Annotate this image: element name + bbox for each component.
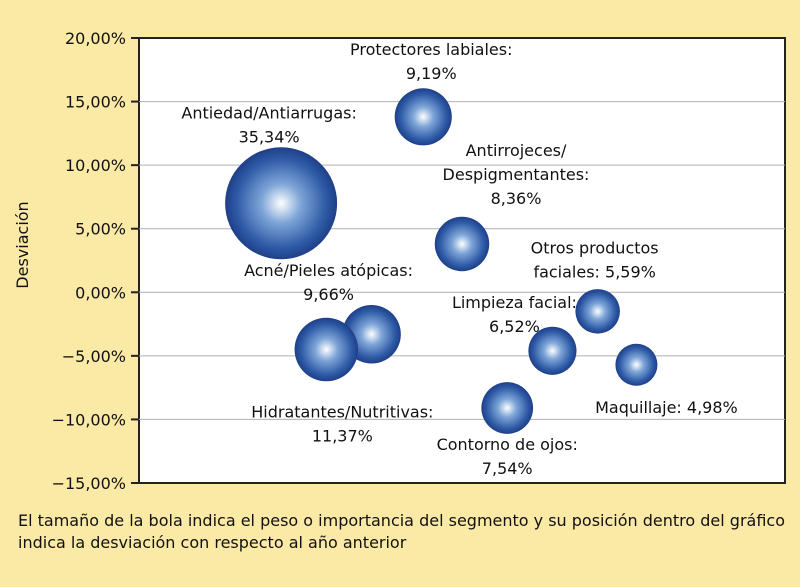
bubble-label: Acné/Pieles atópicas: [244,261,413,280]
bubble-label: 8,36% [491,189,542,208]
y-tick-label: 5,00% [75,220,126,239]
bubble-label: 6,52% [489,317,540,336]
bubble [481,382,534,434]
bubbles [225,88,658,434]
bubble-label: 7,54% [482,459,533,478]
y-axis-label: Desviación [13,201,32,288]
bubble [434,216,490,272]
bubble [294,317,359,382]
y-tick-label: −15,00% [52,474,126,493]
bubble-label: 9,66% [303,285,354,304]
bubble [225,147,338,260]
bubble-label: Limpieza facial: [452,293,577,312]
bubble-label: 35,34% [239,127,300,146]
y-tick-label: 0,00% [75,283,126,302]
bubble [575,289,620,334]
bubble-label: Otros productos [531,238,659,257]
bubble-label: Antiedad/Antiarrugas: [181,103,356,122]
y-axis-ticks: 20,00% 15,00% 10,00% 5,00% 0,00% −5,00% −10,00… [52,29,139,493]
bubble-label: Contorno de ojos: [437,435,578,454]
bubble-label: 9,19% [406,64,457,83]
bubble [528,326,577,375]
y-tick-label: 10,00% [65,156,126,175]
y-tick-label: 20,00% [65,29,126,48]
y-tick-label: −10,00% [52,410,126,429]
bubble-label: 11,37% [312,427,373,446]
bubble-chart: 20,00% 15,00% 10,00% 5,00% 0,00% −5,00% −10,00… [13,29,786,493]
chart-caption: El tamaño de la bola indica el peso o im… [18,511,786,552]
bubble-label: Protectores labiales: [350,40,513,59]
y-tick-label: 15,00% [65,93,126,112]
bubble-label: Despigmentantes: [443,165,590,184]
bubble-label: Maquillaje: 4,98% [595,398,738,417]
bubble-label: Hidratantes/Nutritivas: [251,403,433,422]
bubble-label: faciales: 5,59% [533,262,655,281]
bubble-label: Antirrojeces/ [466,141,567,160]
bubble [615,343,658,386]
y-tick-label: −5,00% [62,347,126,366]
bubble [394,88,452,146]
bubble-labels: Antiedad/Antiarrugas: 35,34% Protectores l… [181,40,737,478]
